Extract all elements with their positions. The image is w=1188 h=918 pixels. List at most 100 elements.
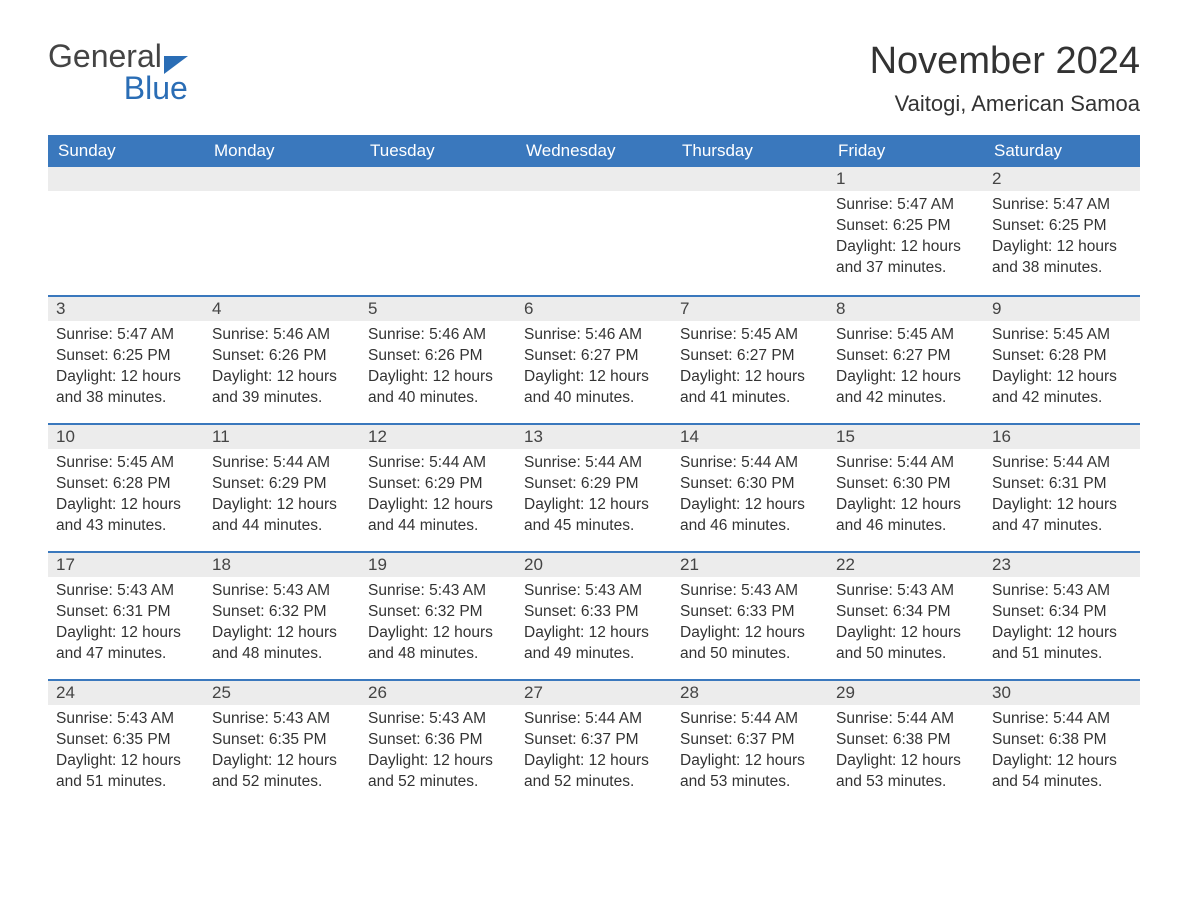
logo-text-blue: Blue	[124, 70, 188, 106]
calendar-day-cell: 30 Sunrise: 5:44 AMSunset: 6:38 PMDayligh…	[984, 679, 1140, 807]
empty-day-bar	[516, 167, 672, 191]
calendar-day-cell: 29Sunrise: 5:44 AMSunset: 6:38 PMDayligh…	[828, 679, 984, 807]
calendar-day-cell: 1Sunrise: 5:47 AMSunset: 6:25 PMDaylight…	[828, 167, 984, 295]
daylight-line: Daylight: 12 hours and 44 minutes.	[212, 495, 352, 537]
day-number: 23	[984, 551, 1140, 577]
month-title: November 2024	[870, 40, 1140, 83]
empty-day-bar	[672, 167, 828, 191]
calendar-day-cell	[672, 167, 828, 295]
daylight-line: Daylight: 12 hours and 52 minutes.	[368, 751, 508, 793]
sunset-line: Sunset: 6:25 PM	[992, 216, 1132, 237]
sunrise-line: Sunrise: 5:43 AM	[836, 581, 976, 602]
calendar-day-cell: 24Sunrise: 5:43 AMSunset: 6:35 PMDayligh…	[48, 679, 204, 807]
day-details: Sunrise: 5:44 AMSunset: 6:29 PMDaylight:…	[516, 449, 672, 545]
day-number: 2	[984, 167, 1140, 191]
sunset-line: Sunset: 6:36 PM	[368, 730, 508, 751]
calendar-day-cell	[360, 167, 516, 295]
sunrise-line: Sunrise: 5:43 AM	[992, 581, 1132, 602]
sunrise-line: Sunrise: 5:46 AM	[524, 325, 664, 346]
daylight-line: Daylight: 12 hours and 37 minutes.	[836, 237, 976, 279]
day-details: Sunrise: 5:45 AMSunset: 6:27 PMDaylight:…	[828, 321, 984, 417]
day-details: Sunrise: 5:44 AMSunset: 6:37 PMDaylight:…	[672, 705, 828, 801]
calendar-day-cell: 2Sunrise: 5:47 AMSunset: 6:25 PMDaylight…	[984, 167, 1140, 295]
day-number: 24	[48, 679, 204, 705]
day-details: Sunrise: 5:43 AMSunset: 6:34 PMDaylight:…	[984, 577, 1140, 673]
sunset-line: Sunset: 6:29 PM	[212, 474, 352, 495]
daylight-line: Daylight: 12 hours and 44 minutes.	[368, 495, 508, 537]
logo-text-general: General	[48, 40, 162, 72]
calendar-day-cell: 15Sunrise: 5:44 AMSunset: 6:30 PMDayligh…	[828, 423, 984, 551]
calendar-day-cell: 26Sunrise: 5:43 AMSunset: 6:36 PMDayligh…	[360, 679, 516, 807]
sunset-line: Sunset: 6:38 PM	[992, 730, 1132, 751]
day-details: Sunrise: 5:43 AMSunset: 6:31 PMDaylight:…	[48, 577, 204, 673]
sunrise-line: Sunrise: 5:44 AM	[992, 709, 1132, 730]
daylight-line: Daylight: 12 hours and 40 minutes.	[524, 367, 664, 409]
calendar-week-row: 3Sunrise: 5:47 AMSunset: 6:25 PMDaylight…	[48, 295, 1140, 423]
day-details: Sunrise: 5:43 AMSunset: 6:35 PMDaylight:…	[48, 705, 204, 801]
daylight-line: Daylight: 12 hours and 51 minutes.	[992, 623, 1132, 665]
day-number: 3	[48, 295, 204, 321]
daylight-line: Daylight: 12 hours and 40 minutes.	[368, 367, 508, 409]
sunrise-line: Sunrise: 5:45 AM	[56, 453, 196, 474]
sunset-line: Sunset: 6:34 PM	[836, 602, 976, 623]
daylight-line: Daylight: 12 hours and 41 minutes.	[680, 367, 820, 409]
day-number: 21	[672, 551, 828, 577]
daylight-line: Daylight: 12 hours and 52 minutes.	[212, 751, 352, 793]
day-number: 27	[516, 679, 672, 705]
day-number: 6	[516, 295, 672, 321]
sunrise-line: Sunrise: 5:43 AM	[680, 581, 820, 602]
calendar-day-cell: 19Sunrise: 5:43 AMSunset: 6:32 PMDayligh…	[360, 551, 516, 679]
day-details: Sunrise: 5:44 AMSunset: 6:31 PMDaylight:…	[984, 449, 1140, 545]
calendar-day-cell: 18Sunrise: 5:43 AMSunset: 6:32 PMDayligh…	[204, 551, 360, 679]
calendar-day-cell: 13Sunrise: 5:44 AMSunset: 6:29 PMDayligh…	[516, 423, 672, 551]
sunset-line: Sunset: 6:35 PM	[212, 730, 352, 751]
sunset-line: Sunset: 6:33 PM	[524, 602, 664, 623]
daylight-line: Daylight: 12 hours and 54 minutes.	[992, 751, 1132, 793]
weekday-header: Sunday	[48, 135, 204, 167]
sunset-line: Sunset: 6:31 PM	[992, 474, 1132, 495]
sunrise-line: Sunrise: 5:45 AM	[836, 325, 976, 346]
day-number: 11	[204, 423, 360, 449]
day-details: Sunrise: 5:44 AMSunset: 6:38 PMDaylight:…	[828, 705, 984, 801]
sunset-line: Sunset: 6:27 PM	[524, 346, 664, 367]
sunset-line: Sunset: 6:32 PM	[368, 602, 508, 623]
sunrise-line: Sunrise: 5:44 AM	[524, 709, 664, 730]
day-details: Sunrise: 5:44 AMSunset: 6:37 PMDaylight:…	[516, 705, 672, 801]
day-details: Sunrise: 5:43 AMSunset: 6:32 PMDaylight:…	[204, 577, 360, 673]
sunrise-line: Sunrise: 5:43 AM	[56, 709, 196, 730]
day-details: Sunrise: 5:44 AMSunset: 6:30 PMDaylight:…	[828, 449, 984, 545]
weekday-header: Thursday	[672, 135, 828, 167]
calendar-day-cell: 16Sunrise: 5:44 AMSunset: 6:31 PMDayligh…	[984, 423, 1140, 551]
calendar-day-cell: 4Sunrise: 5:46 AMSunset: 6:26 PMDaylight…	[204, 295, 360, 423]
sunrise-line: Sunrise: 5:44 AM	[836, 453, 976, 474]
sunset-line: Sunset: 6:26 PM	[368, 346, 508, 367]
calendar-day-cell	[48, 167, 204, 295]
day-number: 18	[204, 551, 360, 577]
day-number: 7	[672, 295, 828, 321]
calendar-day-cell: 14Sunrise: 5:44 AMSunset: 6:30 PMDayligh…	[672, 423, 828, 551]
day-details: Sunrise: 5:43 AMSunset: 6:32 PMDaylight:…	[360, 577, 516, 673]
sunset-line: Sunset: 6:37 PM	[680, 730, 820, 751]
weekday-header: Friday	[828, 135, 984, 167]
sunset-line: Sunset: 6:31 PM	[56, 602, 196, 623]
day-number: 12	[360, 423, 516, 449]
sunrise-line: Sunrise: 5:43 AM	[524, 581, 664, 602]
sunset-line: Sunset: 6:37 PM	[524, 730, 664, 751]
day-details: Sunrise: 5:45 AMSunset: 6:28 PMDaylight:…	[48, 449, 204, 545]
calendar-day-cell: 7Sunrise: 5:45 AMSunset: 6:27 PMDaylight…	[672, 295, 828, 423]
day-number: 9	[984, 295, 1140, 321]
sunset-line: Sunset: 6:25 PM	[836, 216, 976, 237]
day-number: 30	[984, 679, 1140, 705]
day-number: 13	[516, 423, 672, 449]
sunrise-line: Sunrise: 5:43 AM	[368, 581, 508, 602]
calendar-day-cell: 25Sunrise: 5:43 AMSunset: 6:35 PMDayligh…	[204, 679, 360, 807]
day-number: 10	[48, 423, 204, 449]
day-number: 16	[984, 423, 1140, 449]
title-block: November 2024 Vaitogi, American Samoa	[870, 40, 1140, 117]
sunset-line: Sunset: 6:28 PM	[992, 346, 1132, 367]
sunset-line: Sunset: 6:26 PM	[212, 346, 352, 367]
sunset-line: Sunset: 6:32 PM	[212, 602, 352, 623]
sunset-line: Sunset: 6:33 PM	[680, 602, 820, 623]
day-details: Sunrise: 5:47 AMSunset: 6:25 PMDaylight:…	[48, 321, 204, 417]
calendar-day-cell: 9Sunrise: 5:45 AMSunset: 6:28 PMDaylight…	[984, 295, 1140, 423]
